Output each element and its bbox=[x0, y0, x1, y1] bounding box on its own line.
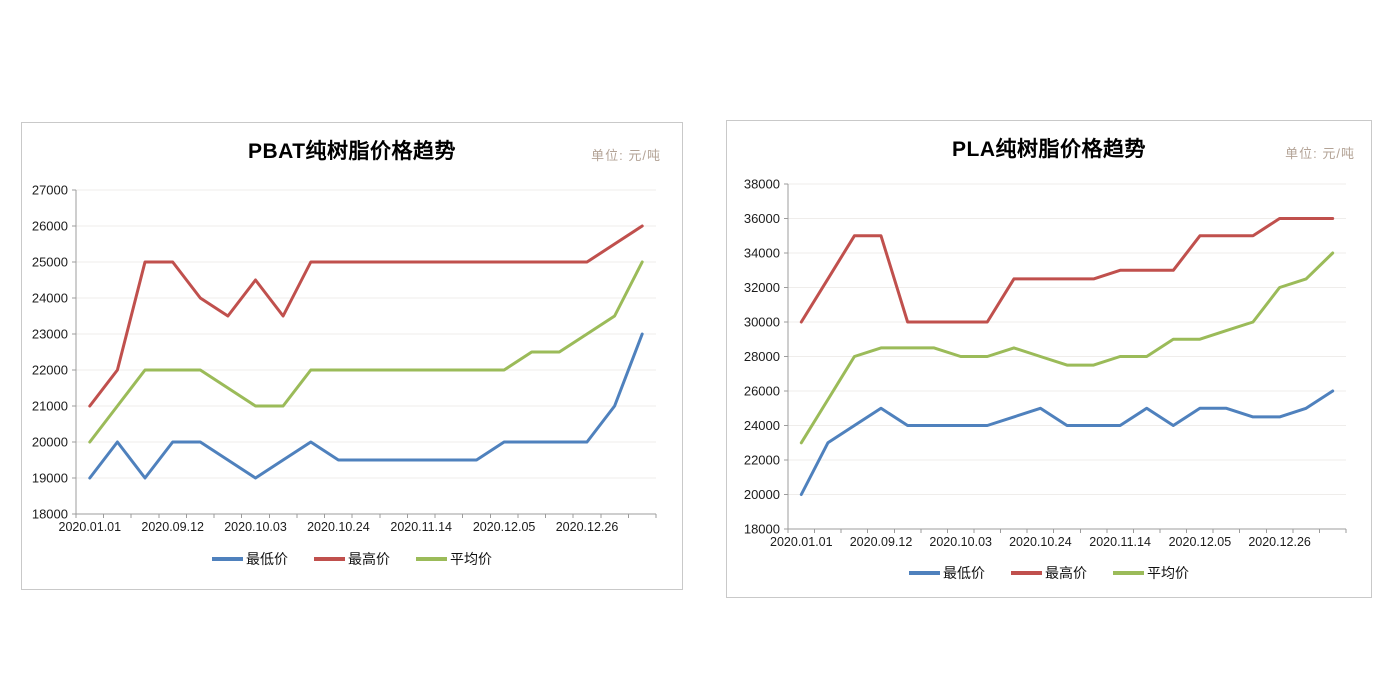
y-tick-label: 22000 bbox=[744, 453, 780, 468]
y-tick-label: 24000 bbox=[32, 291, 68, 306]
legend-item-min: 最低价 bbox=[909, 563, 985, 583]
series-line-平均价 bbox=[799, 251, 1335, 445]
y-tick-label: 25000 bbox=[32, 255, 68, 270]
y-tick-label: 18000 bbox=[744, 522, 780, 537]
max-price-legend-label: 最高价 bbox=[1045, 565, 1087, 581]
y-tick-label: 23000 bbox=[32, 327, 68, 342]
x-tick-label: 2020.11.14 bbox=[390, 520, 452, 534]
max-price-line-swatch bbox=[1011, 571, 1042, 575]
y-tick-label: 22000 bbox=[32, 363, 68, 378]
series-line-最低价 bbox=[799, 389, 1335, 496]
x-tick-label: 2020.10.03 bbox=[929, 535, 992, 549]
avg-price-line-swatch bbox=[416, 557, 447, 561]
x-tick-label: 2020.09.12 bbox=[141, 520, 204, 534]
x-tick-label: 2020.01.01 bbox=[59, 520, 122, 534]
pbat-chart-title: PBAT纯树脂价格趋势 bbox=[247, 140, 457, 163]
y-tick-label: 28000 bbox=[744, 349, 780, 364]
legend-item-avg: 平均价 bbox=[1113, 563, 1189, 583]
y-tick-label: 27000 bbox=[32, 183, 68, 198]
y-tick-label: 36000 bbox=[744, 211, 780, 226]
avg-price-line-swatch bbox=[1113, 571, 1144, 575]
min-price-legend-label: 最低价 bbox=[943, 565, 985, 581]
x-tick-label: 2020.12.05 bbox=[473, 520, 536, 534]
max-price-line-swatch bbox=[314, 557, 345, 561]
y-tick-label: 26000 bbox=[32, 219, 68, 234]
pbat-chart-card: PBAT纯树脂价格趋势 单位: 元/吨 18000 19000 20000 21000… bbox=[21, 122, 683, 590]
y-tick-label: 19000 bbox=[32, 471, 68, 486]
min-price-line-swatch bbox=[212, 557, 243, 561]
x-tick-label: 2020.11.14 bbox=[1089, 535, 1151, 549]
y-tick-label: 20000 bbox=[32, 435, 68, 450]
x-tick-label: 2020.12.05 bbox=[1169, 535, 1232, 549]
max-price-legend-label: 最高价 bbox=[348, 551, 390, 567]
y-tick-label: 38000 bbox=[744, 177, 780, 192]
pla-unit-label: 单位: 元/吨 bbox=[1285, 146, 1355, 161]
y-tick-label: 26000 bbox=[744, 384, 780, 399]
y-tick-label: 30000 bbox=[744, 315, 780, 330]
legend-item-min: 最低价 bbox=[212, 549, 288, 569]
pbat-unit-label: 单位: 元/吨 bbox=[591, 148, 661, 163]
series-line-最低价 bbox=[88, 332, 644, 480]
min-price-legend-label: 最低价 bbox=[246, 551, 288, 567]
series-line-最高价 bbox=[88, 224, 644, 408]
pbat-legend: 最低价 最高价 平均价 bbox=[22, 549, 682, 569]
series-line-平均价 bbox=[88, 260, 644, 444]
x-tick-label: 2020.09.12 bbox=[850, 535, 913, 549]
avg-price-legend-label: 平均价 bbox=[1147, 565, 1189, 581]
x-tick-label: 2020.10.24 bbox=[307, 520, 370, 534]
x-tick-label: 2020.10.24 bbox=[1009, 535, 1072, 549]
y-tick-label: 18000 bbox=[32, 507, 68, 522]
x-tick-label: 2020.01.01 bbox=[770, 535, 833, 549]
legend-item-max: 最高价 bbox=[1011, 563, 1087, 583]
pla-chart-title: PLA纯树脂价格趋势 bbox=[952, 138, 1146, 161]
legend-item-max: 最高价 bbox=[314, 549, 390, 569]
x-tick-label: 2020.12.26 bbox=[1248, 535, 1311, 549]
x-tick-label: 2020.12.26 bbox=[556, 520, 619, 534]
y-tick-label: 21000 bbox=[32, 399, 68, 414]
pla-plot-area: 18000 20000 22000 24000 26000 28000 30000 32000… bbox=[744, 177, 1347, 549]
series-line-最高价 bbox=[799, 217, 1335, 324]
pla-chart-card: PLA纯树脂价格趋势 单位: 元/吨 18000 20000 22000 24000 2… bbox=[726, 120, 1372, 598]
y-tick-label: 34000 bbox=[744, 246, 780, 261]
x-tick-label: 2020.10.03 bbox=[224, 520, 287, 534]
y-tick-label: 32000 bbox=[744, 280, 780, 295]
y-tick-label: 24000 bbox=[744, 418, 780, 433]
y-tick-label: 20000 bbox=[744, 487, 780, 502]
legend-item-avg: 平均价 bbox=[416, 549, 492, 569]
avg-price-legend-label: 平均价 bbox=[450, 551, 492, 567]
min-price-line-swatch bbox=[909, 571, 940, 575]
pla-legend: 最低价 最高价 平均价 bbox=[727, 563, 1371, 583]
pbat-plot-area: 18000 19000 20000 21000 22000 23000 24000 25000… bbox=[32, 183, 657, 534]
